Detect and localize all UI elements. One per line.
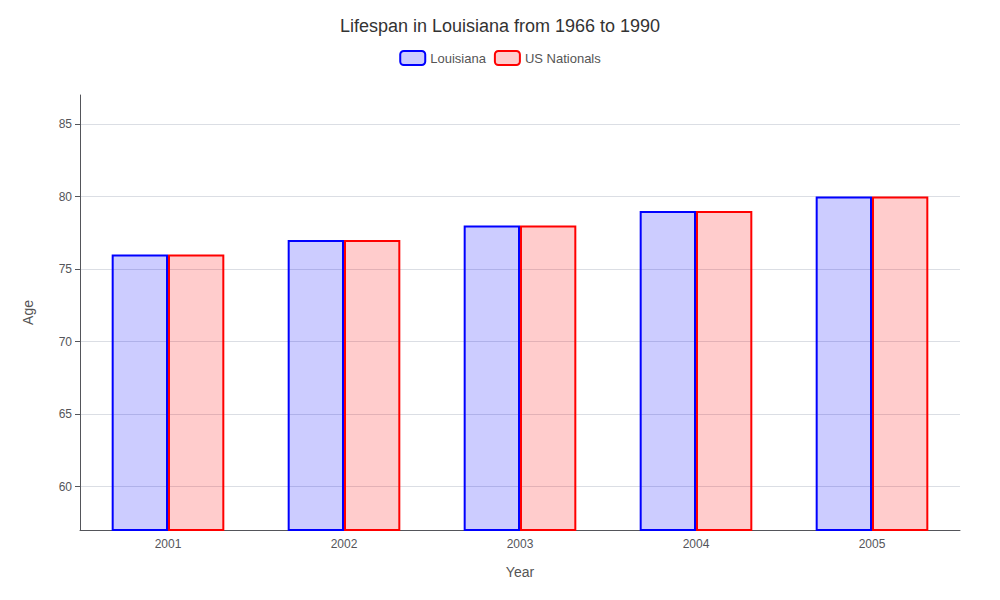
svg-text:2001: 2001 [155,537,182,551]
svg-text:60: 60 [59,480,73,494]
svg-text:Louisiana: Louisiana [430,51,486,66]
svg-text:US Nationals: US Nationals [525,51,601,66]
svg-text:80: 80 [59,190,73,204]
svg-text:2005: 2005 [859,537,886,551]
svg-text:2002: 2002 [331,537,358,551]
svg-text:Age: Age [20,300,36,325]
svg-text:75: 75 [59,262,73,276]
svg-text:70: 70 [59,335,73,349]
svg-text:Lifespan in Louisiana from 196: Lifespan in Louisiana from 1966 to 1990 [340,16,660,36]
svg-text:85: 85 [59,117,73,131]
svg-text:Year: Year [506,564,535,580]
svg-text:2003: 2003 [507,537,534,551]
svg-text:2004: 2004 [683,537,710,551]
svg-text:65: 65 [59,407,73,421]
